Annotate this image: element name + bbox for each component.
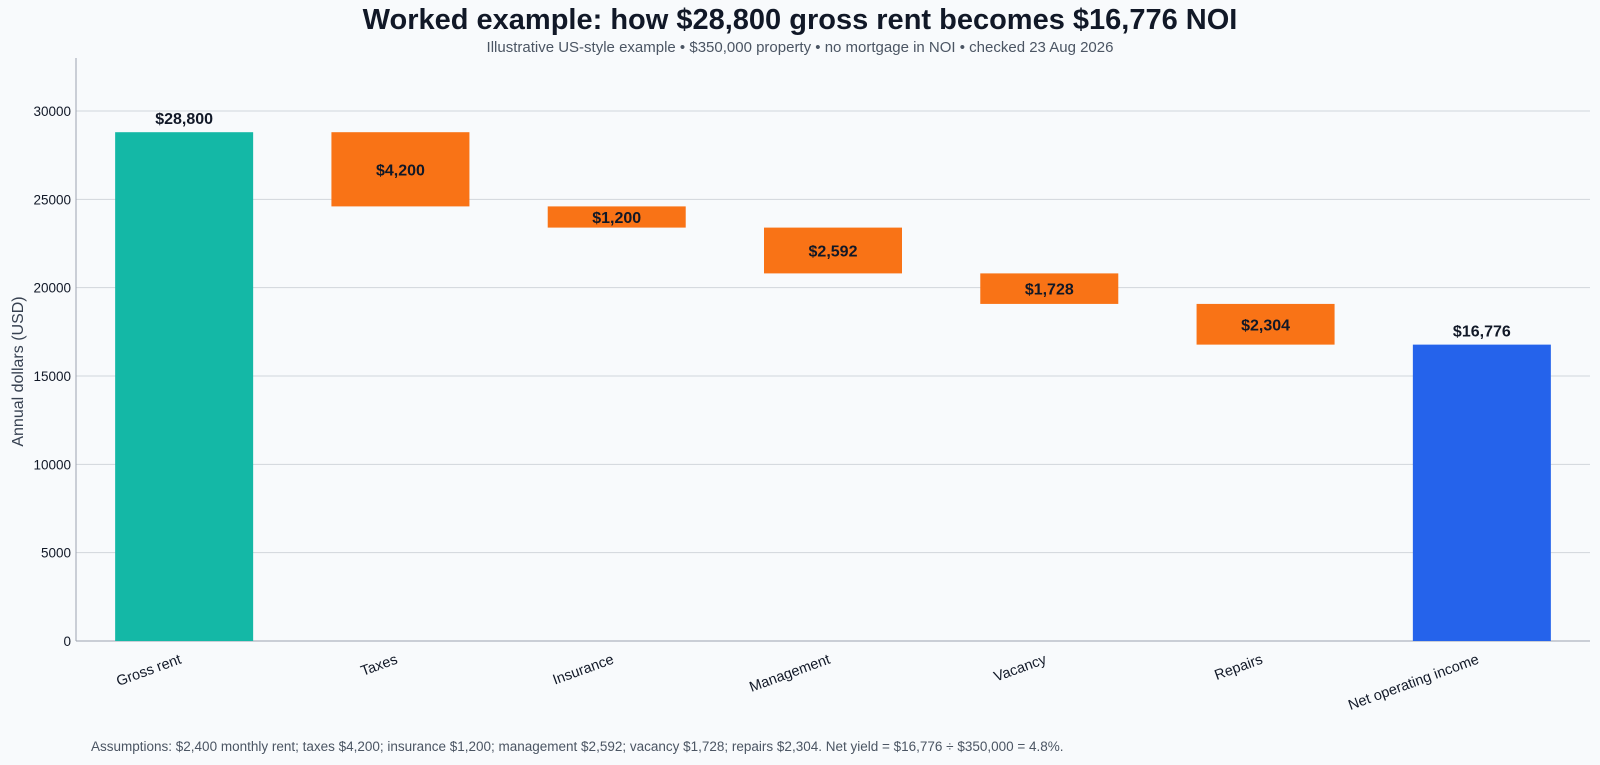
y-axis-label: Annual dollars (USD) xyxy=(10,296,27,446)
decrease-bar xyxy=(1196,303,1335,345)
x-tick-label: Taxes xyxy=(359,652,400,680)
decrease-bar xyxy=(764,227,902,274)
bar-value-label: $4,200 xyxy=(376,162,425,179)
bar-value-label: $2,304 xyxy=(1241,317,1290,334)
chart-title: Worked example: how $28,800 gross rent b… xyxy=(362,4,1238,36)
x-tick-label: Net operating income xyxy=(1346,652,1481,714)
x-tick-label: Management xyxy=(747,652,832,696)
y-tick-label: 0 xyxy=(63,634,71,649)
decrease-bar xyxy=(547,206,686,228)
bar-value-label: $28,800 xyxy=(155,111,213,128)
x-tick-label: Gross rent xyxy=(114,652,183,690)
bar-value-label: $2,592 xyxy=(809,243,858,260)
bar-value-label: $1,200 xyxy=(592,210,641,227)
total-bar xyxy=(115,132,254,641)
bar-value-label: $1,728 xyxy=(1025,282,1074,299)
chart-subtitle: Illustrative US-style example • $350,000… xyxy=(486,39,1114,56)
x-tick-label: Vacancy xyxy=(992,651,1049,685)
x-tick-label: Repairs xyxy=(1213,652,1265,684)
decrease-bar xyxy=(331,132,470,207)
y-tick-label: 20000 xyxy=(33,281,71,296)
bar-value-label: $16,776 xyxy=(1453,324,1511,341)
y-tick-label: 25000 xyxy=(33,192,71,207)
y-tick-label: 10000 xyxy=(33,457,71,472)
x-tick-label: Insurance xyxy=(551,652,616,689)
y-tick-label: 30000 xyxy=(33,104,71,119)
y-tick-label: 15000 xyxy=(33,369,71,384)
y-tick-label: 5000 xyxy=(41,546,71,561)
total-bar xyxy=(1412,344,1551,641)
chart-footnote: Assumptions: $2,400 monthly rent; taxes … xyxy=(91,739,1064,754)
decrease-bar xyxy=(980,273,1119,304)
